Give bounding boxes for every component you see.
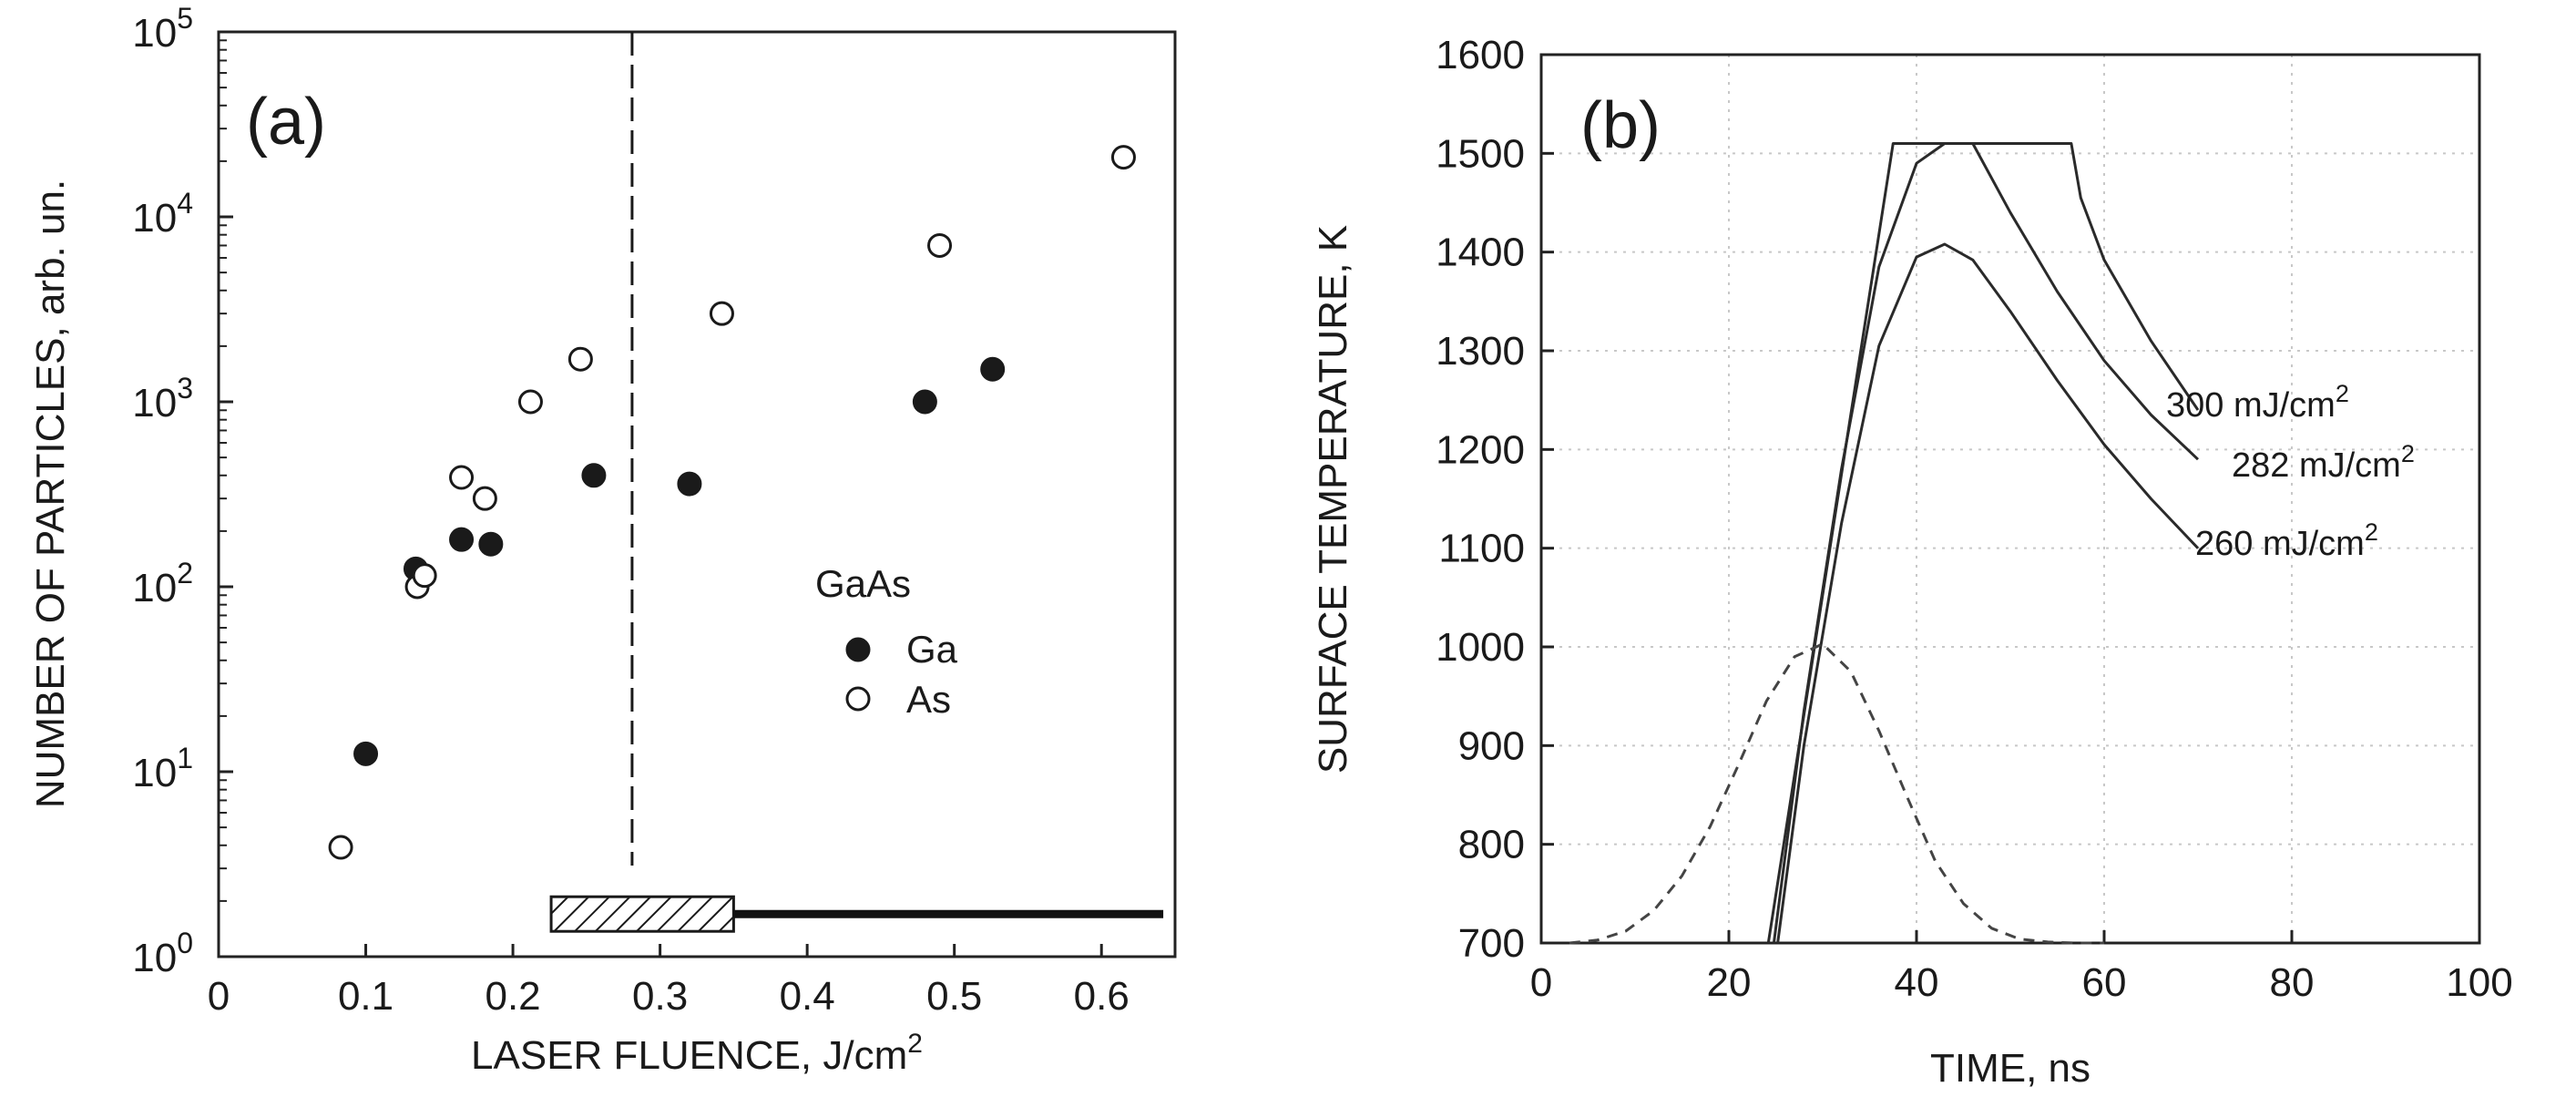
curve-label-282-sup: 2 xyxy=(2401,440,2415,467)
y-tick-label-a: 101 xyxy=(132,742,193,795)
data-point-ga xyxy=(478,531,504,557)
curve-label-282-main: 282 mJ/cm xyxy=(2232,446,2401,485)
legend-marker-as xyxy=(845,686,871,712)
x-axis-title-a: LASER FLUENCE, J/cm2 xyxy=(471,1029,923,1078)
y-tick-label-b: 700 xyxy=(1458,921,1525,966)
data-point-as xyxy=(517,389,543,415)
hatched-range-box xyxy=(549,895,735,933)
y-tick-label-exponent: 0 xyxy=(177,927,193,959)
data-point-as xyxy=(567,346,593,372)
y-tick-label-b: 1600 xyxy=(1436,33,1525,77)
legend-a: GaAs Ga As xyxy=(815,562,958,721)
curve-label-300: 300 mJ/cm2 xyxy=(2166,380,2349,425)
x-tick-label-a: 0.2 xyxy=(485,974,540,1019)
y-tick-label-base: 10 xyxy=(132,11,177,56)
x-axis-title-b: TIME, ns xyxy=(1930,1046,2090,1091)
y-tick-label-base: 10 xyxy=(132,751,177,795)
y-axis-title-a: NUMBER OF PARTICLES, arb. un. xyxy=(28,179,73,808)
grid-b xyxy=(1541,55,2479,943)
legend-label-as: As xyxy=(906,678,951,721)
x-tick-label-a: 0 xyxy=(208,974,230,1019)
legend-marker-ga xyxy=(845,637,871,662)
x-tick-label-b: 40 xyxy=(1895,960,1939,1005)
y-tick-label-base: 10 xyxy=(132,196,177,241)
plot-frame-b xyxy=(1539,53,2481,945)
y-tick-label-exponent: 4 xyxy=(177,187,193,220)
data-point-ga xyxy=(912,389,937,415)
x-tick-label-b: 0 xyxy=(1530,960,1552,1005)
y-tick-label-b: 1300 xyxy=(1436,329,1525,374)
panel-b: 0 20 40 60 80 100 700 800 900 1000 1100 1200 1300 140… xyxy=(1311,33,2513,1091)
data-point-as xyxy=(472,486,497,511)
x-tick-label-b: 100 xyxy=(2446,960,2512,1005)
curve-label-300-main: 300 mJ/cm xyxy=(2166,386,2336,425)
curve-label-300-sup: 2 xyxy=(2336,380,2349,407)
y-tick-label-exponent: 5 xyxy=(177,2,193,35)
y-tick-label-a: 102 xyxy=(132,557,193,610)
x-axis-title-a-main: LASER FLUENCE, J/cm xyxy=(471,1033,907,1078)
series-line-282 xyxy=(1772,142,2200,944)
data-point-ga xyxy=(980,356,1006,382)
x-tick-label-b: 60 xyxy=(2082,960,2127,1005)
y-tick-label-b: 1500 xyxy=(1436,131,1525,176)
data-point-as xyxy=(328,835,353,860)
series-line-300 xyxy=(1766,142,2200,944)
panel-label-a: (a) xyxy=(246,86,326,159)
data-point-as xyxy=(927,232,953,258)
data-point-ga xyxy=(449,527,475,552)
y-tick-label-b: 1200 xyxy=(1436,427,1525,472)
y-tick-label-b: 800 xyxy=(1458,823,1525,867)
y-tick-label-exponent: 2 xyxy=(177,557,193,589)
panel-label-b: (b) xyxy=(1580,89,1661,162)
data-point-ga xyxy=(677,471,702,497)
y-tick-label-a: 104 xyxy=(132,187,193,241)
x-tick-label-b: 20 xyxy=(1707,960,1752,1005)
y-tick-label-a: 100 xyxy=(132,927,193,980)
y-axis-title-b: SURFACE TEMPERATURE, K xyxy=(1311,225,1355,774)
series-line-laser-pulse xyxy=(1569,642,2104,945)
y-tick-label-b: 1400 xyxy=(1436,231,1525,275)
data-point-as xyxy=(449,465,475,490)
x-tick-label-b: 80 xyxy=(2270,960,2315,1005)
x-tick-label-a: 0.1 xyxy=(338,974,394,1019)
x-axis-title-a-sup: 2 xyxy=(907,1029,923,1059)
y-tick-label-a: 105 xyxy=(132,2,193,56)
y-tick-label-exponent: 3 xyxy=(177,372,193,405)
curve-label-260-main: 260 mJ/cm xyxy=(2195,525,2365,563)
x-tick-label-a: 0.3 xyxy=(632,974,688,1019)
series-line-260 xyxy=(1776,242,2200,944)
curve-label-282: 282 mJ/cm2 xyxy=(2232,440,2415,485)
x-tick-label-a: 0.5 xyxy=(926,974,982,1019)
curve-label-260: 260 mJ/cm2 xyxy=(2195,518,2378,563)
y-tick-label-b: 900 xyxy=(1458,723,1525,768)
legend-label-ga: Ga xyxy=(906,628,958,671)
y-tick-label-exponent: 1 xyxy=(177,742,193,774)
curve-label-260-sup: 2 xyxy=(2365,518,2378,546)
data-point-as xyxy=(709,301,734,326)
x-tick-label-a: 0.4 xyxy=(780,974,835,1019)
y-tick-label-a: 103 xyxy=(132,372,193,425)
y-tick-label-base: 10 xyxy=(132,566,177,610)
data-point-as xyxy=(1110,145,1136,170)
y-tick-label-base: 10 xyxy=(132,936,177,980)
data-point-ga xyxy=(353,741,379,766)
legend-title: GaAs xyxy=(815,562,911,605)
data-point-ga xyxy=(581,463,607,488)
plot-frame-a xyxy=(217,30,1177,958)
plot-area-b: 0 20 40 60 80 100 700 800 900 1000 1100 1200 1300 140… xyxy=(1436,33,2513,1005)
y-tick-label-b: 1100 xyxy=(1438,527,1525,571)
x-tick-label-a: 0.6 xyxy=(1074,974,1130,1019)
y-tick-label-b: 1000 xyxy=(1436,625,1525,670)
data-point-as xyxy=(412,563,437,589)
y-tick-label-base: 10 xyxy=(132,381,177,425)
